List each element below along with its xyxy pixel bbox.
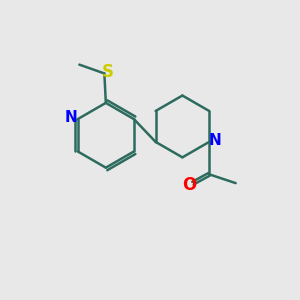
- Text: S: S: [101, 63, 113, 81]
- Text: O: O: [182, 176, 197, 194]
- Text: N: N: [209, 133, 221, 148]
- Text: N: N: [65, 110, 78, 125]
